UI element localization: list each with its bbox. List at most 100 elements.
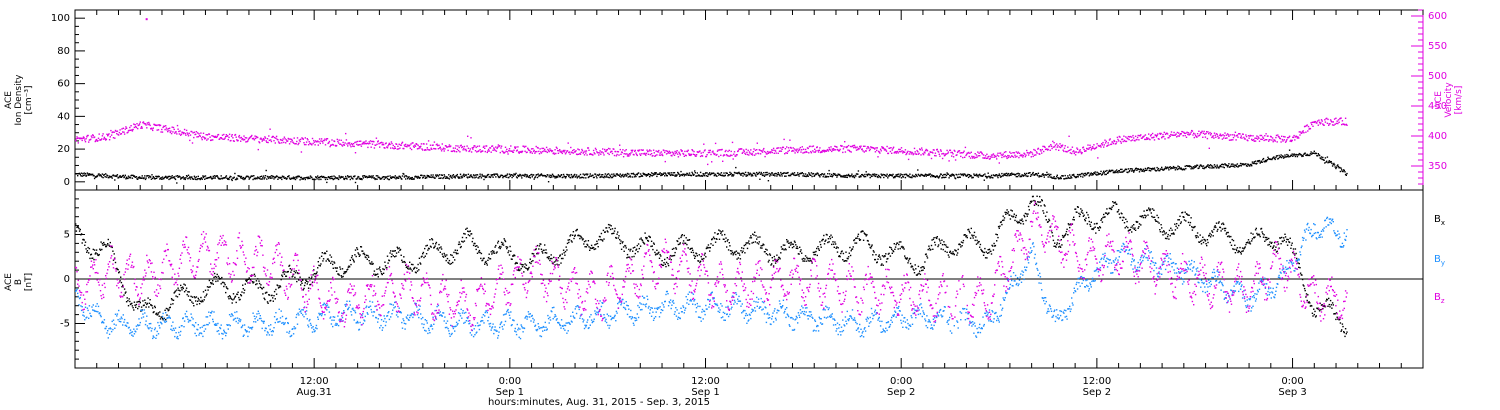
data-point bbox=[77, 225, 79, 227]
data-point bbox=[230, 139, 232, 142]
data-point bbox=[496, 173, 498, 175]
data-point bbox=[1170, 168, 1172, 170]
data-point bbox=[293, 270, 295, 272]
data-point bbox=[455, 253, 458, 255]
data-point bbox=[781, 175, 783, 177]
data-point bbox=[545, 249, 547, 251]
data-point bbox=[938, 176, 940, 178]
data-point bbox=[311, 144, 313, 146]
data-point bbox=[245, 279, 247, 282]
data-point bbox=[720, 154, 722, 156]
data-point bbox=[568, 241, 570, 244]
data-point bbox=[645, 173, 647, 176]
data-point bbox=[1085, 150, 1087, 152]
data-point bbox=[562, 176, 564, 179]
data-point bbox=[1287, 154, 1289, 156]
data-point bbox=[280, 278, 282, 281]
data-point bbox=[543, 249, 545, 251]
data-point bbox=[1101, 173, 1104, 175]
data-point bbox=[782, 146, 785, 149]
data-point bbox=[1189, 133, 1192, 135]
data-point bbox=[85, 248, 87, 250]
data-point bbox=[786, 146, 788, 148]
data-point bbox=[526, 174, 528, 176]
data-point bbox=[186, 132, 188, 134]
data-point bbox=[1008, 155, 1010, 157]
data-point bbox=[281, 139, 284, 142]
data-point bbox=[1172, 167, 1174, 169]
data-point bbox=[763, 172, 765, 174]
data-point bbox=[860, 175, 862, 178]
data-point bbox=[478, 249, 481, 252]
data-point bbox=[470, 233, 473, 235]
data-point bbox=[188, 132, 190, 134]
data-point bbox=[286, 177, 288, 180]
data-point bbox=[439, 251, 441, 253]
data-point bbox=[424, 175, 426, 177]
data-point bbox=[222, 138, 224, 140]
data-point bbox=[1237, 166, 1239, 168]
data-point bbox=[559, 255, 561, 257]
data-point bbox=[430, 174, 432, 176]
data-point bbox=[595, 175, 597, 177]
data-point bbox=[367, 143, 370, 145]
data-point bbox=[188, 291, 190, 293]
data-point bbox=[486, 174, 488, 177]
data-point bbox=[201, 299, 203, 302]
data-point bbox=[1176, 131, 1179, 134]
data-point bbox=[223, 282, 226, 284]
data-point bbox=[1163, 131, 1165, 134]
data-point bbox=[413, 178, 415, 180]
data-point bbox=[1174, 166, 1176, 169]
data-point bbox=[792, 173, 794, 175]
data-point bbox=[1228, 163, 1230, 165]
data-point bbox=[832, 174, 834, 177]
data-point bbox=[608, 153, 610, 156]
data-point bbox=[1176, 167, 1178, 169]
data-point bbox=[535, 145, 537, 148]
data-point bbox=[363, 252, 365, 254]
data-point bbox=[924, 174, 926, 176]
data-point bbox=[131, 174, 133, 176]
data-point bbox=[392, 250, 394, 252]
data-point bbox=[932, 175, 934, 178]
data-point bbox=[112, 259, 115, 261]
data-point bbox=[209, 136, 211, 138]
data-point bbox=[377, 276, 379, 278]
data-point bbox=[1059, 146, 1062, 149]
data-point bbox=[75, 138, 78, 140]
data-point bbox=[105, 173, 107, 175]
data-point bbox=[1298, 137, 1300, 139]
data-point bbox=[247, 140, 249, 142]
data-point bbox=[491, 175, 493, 177]
data-point bbox=[1052, 146, 1055, 148]
data-point bbox=[954, 159, 957, 161]
data-point bbox=[1322, 156, 1324, 159]
data-point bbox=[1245, 135, 1248, 138]
data-point bbox=[893, 175, 895, 178]
data-point bbox=[1319, 123, 1321, 125]
data-point bbox=[279, 286, 282, 288]
data-point bbox=[959, 152, 961, 154]
data-point bbox=[137, 178, 139, 180]
data-point bbox=[332, 263, 334, 266]
data-point bbox=[374, 274, 376, 276]
data-point bbox=[705, 172, 707, 174]
data-point bbox=[658, 149, 660, 152]
data-point bbox=[313, 139, 315, 142]
data-point bbox=[296, 177, 298, 179]
data-point bbox=[436, 143, 438, 145]
data-point bbox=[1344, 173, 1347, 176]
data-point bbox=[270, 177, 272, 179]
data-point bbox=[1153, 139, 1156, 141]
ylabel-line: [cm⁻³] bbox=[24, 85, 34, 114]
data-point bbox=[1100, 170, 1102, 173]
data-point bbox=[1127, 171, 1129, 174]
data-point bbox=[125, 127, 128, 129]
data-point bbox=[167, 130, 169, 133]
data-point bbox=[225, 286, 228, 288]
data-point bbox=[118, 272, 120, 274]
data-point bbox=[553, 256, 555, 259]
data-point bbox=[431, 239, 434, 241]
data-point bbox=[368, 175, 370, 177]
